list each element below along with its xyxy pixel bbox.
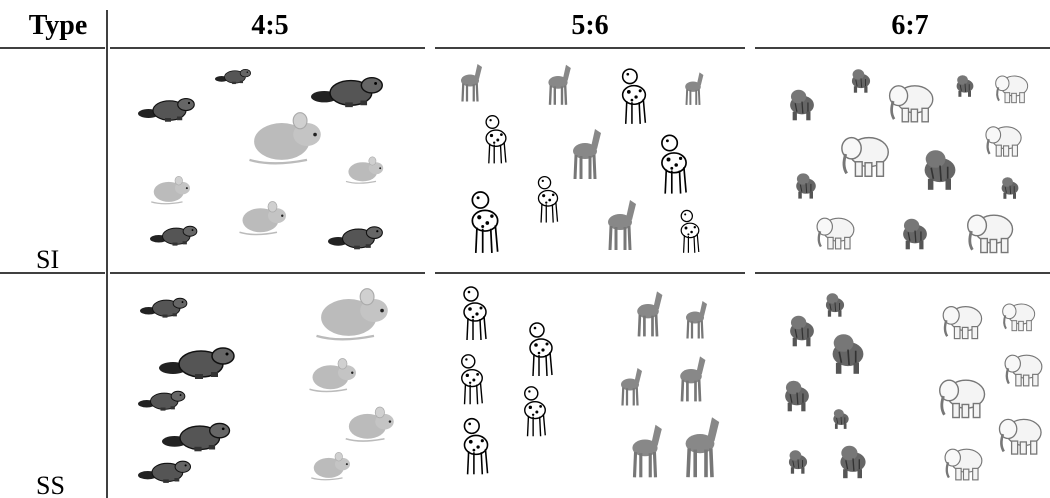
row-label: SS — [36, 471, 65, 498]
row-label: SI — [36, 245, 59, 274]
header-ratio: 6:7 — [891, 10, 928, 41]
table-rules — [0, 10, 1050, 498]
header-type: Type — [29, 10, 88, 41]
header-ratio: 5:6 — [571, 10, 608, 41]
header-ratio: 4:5 — [251, 10, 288, 41]
